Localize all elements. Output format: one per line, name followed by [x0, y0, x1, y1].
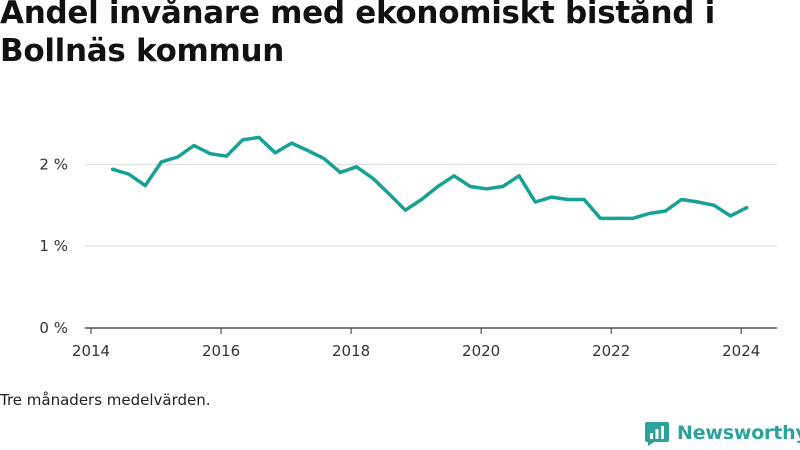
data-point [143, 184, 147, 188]
data-point [322, 157, 326, 161]
data-point [354, 165, 359, 169]
data-point [615, 216, 619, 220]
data-point [696, 200, 700, 204]
gridlines [85, 163, 777, 247]
line-chart: 2014 2016 2018 2020 2022 2024 0 % 1 % 2 % [39, 135, 777, 360]
data-point [712, 203, 716, 207]
data-point [419, 197, 424, 202]
newsworthy-logo-icon [645, 422, 669, 446]
series-line [110, 135, 749, 221]
data-point [631, 216, 635, 220]
data-point [159, 160, 164, 164]
y-tick-label: 2 % [39, 155, 68, 173]
x-tick-label: 2018 [332, 342, 370, 360]
data-point [501, 184, 505, 189]
data-point [241, 138, 245, 142]
data-point [176, 155, 180, 159]
data-point [745, 206, 749, 210]
data-point [387, 192, 391, 196]
data-point [224, 154, 229, 158]
data-point [517, 174, 521, 178]
data-point [533, 200, 537, 204]
chart-title: Andel invånare med ekonomiskt bistånd i … [0, 0, 715, 69]
data-point [371, 176, 375, 180]
data-point [208, 152, 212, 156]
data-point [306, 148, 310, 153]
x-tick-label: 2020 [462, 342, 500, 360]
data-point [647, 211, 651, 216]
chart-note: Tre månaders medelvärden. [0, 391, 211, 409]
data-point [663, 209, 667, 213]
data-point [273, 151, 277, 155]
data-point [468, 184, 472, 189]
x-tick-label: 2014 [72, 342, 110, 360]
data-point [566, 197, 570, 202]
data-point [257, 135, 261, 139]
y-tick-label: 1 % [39, 237, 68, 255]
data-point [598, 216, 602, 220]
x-axis: 2014 2016 2018 2020 2022 2024 [72, 327, 777, 360]
x-tick-label: 2024 [722, 342, 760, 360]
data-point [289, 141, 294, 145]
data-point [111, 167, 115, 171]
data-point [338, 170, 342, 175]
series [110, 135, 749, 221]
data-point [549, 195, 554, 199]
data-point [680, 197, 684, 202]
data-point [484, 187, 489, 191]
data-point [436, 184, 440, 189]
data-point [127, 172, 131, 176]
data-point [192, 143, 196, 148]
x-tick-label: 2016 [202, 342, 240, 360]
data-point [452, 174, 456, 178]
brand-logo[interactable]: Newsworthy [644, 420, 800, 446]
data-point [403, 208, 407, 212]
y-axis-labels: 0 % 1 % 2 % [39, 155, 68, 337]
brand-name: Newsworthy [677, 422, 800, 444]
y-tick-label: 0 % [39, 319, 68, 337]
data-point [582, 197, 586, 202]
data-point [728, 214, 732, 218]
x-tick-label: 2022 [592, 342, 630, 360]
